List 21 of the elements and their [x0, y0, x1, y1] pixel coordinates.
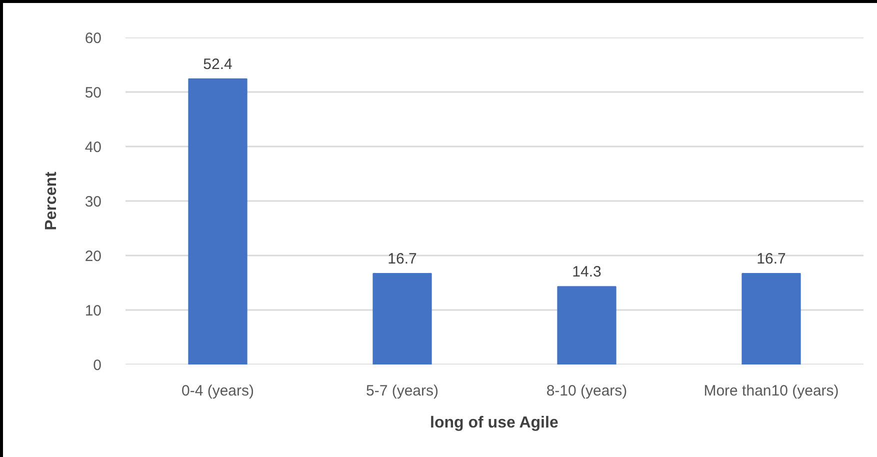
x-tick-label: 5-7 (years)	[366, 382, 439, 400]
x-tick-label: 0-4 (years)	[181, 382, 254, 400]
bar	[557, 286, 616, 364]
y-tick-label: 0	[93, 357, 102, 374]
bar	[188, 78, 248, 364]
x-axis-title: long of use Agile	[430, 414, 558, 432]
bar	[742, 272, 801, 364]
y-tick-label: 40	[84, 139, 102, 156]
data-label: 16.7	[756, 250, 786, 268]
x-tick-label: 8-10 (years)	[546, 382, 628, 400]
data-label: 16.7	[388, 250, 417, 268]
bar	[372, 272, 432, 364]
data-label: 14.3	[572, 264, 602, 281]
y-tick-label: 60	[84, 30, 102, 47]
y-tick-label: 30	[84, 194, 102, 210]
x-tick-label: More than10 (years)	[704, 382, 839, 400]
y-tick-label: 10	[84, 302, 102, 320]
data-label: 52.4	[203, 56, 232, 73]
y-tick-label: 20	[84, 248, 102, 265]
y-tick-label: 50	[84, 84, 102, 102]
y-axis-title: Percent	[42, 170, 60, 230]
